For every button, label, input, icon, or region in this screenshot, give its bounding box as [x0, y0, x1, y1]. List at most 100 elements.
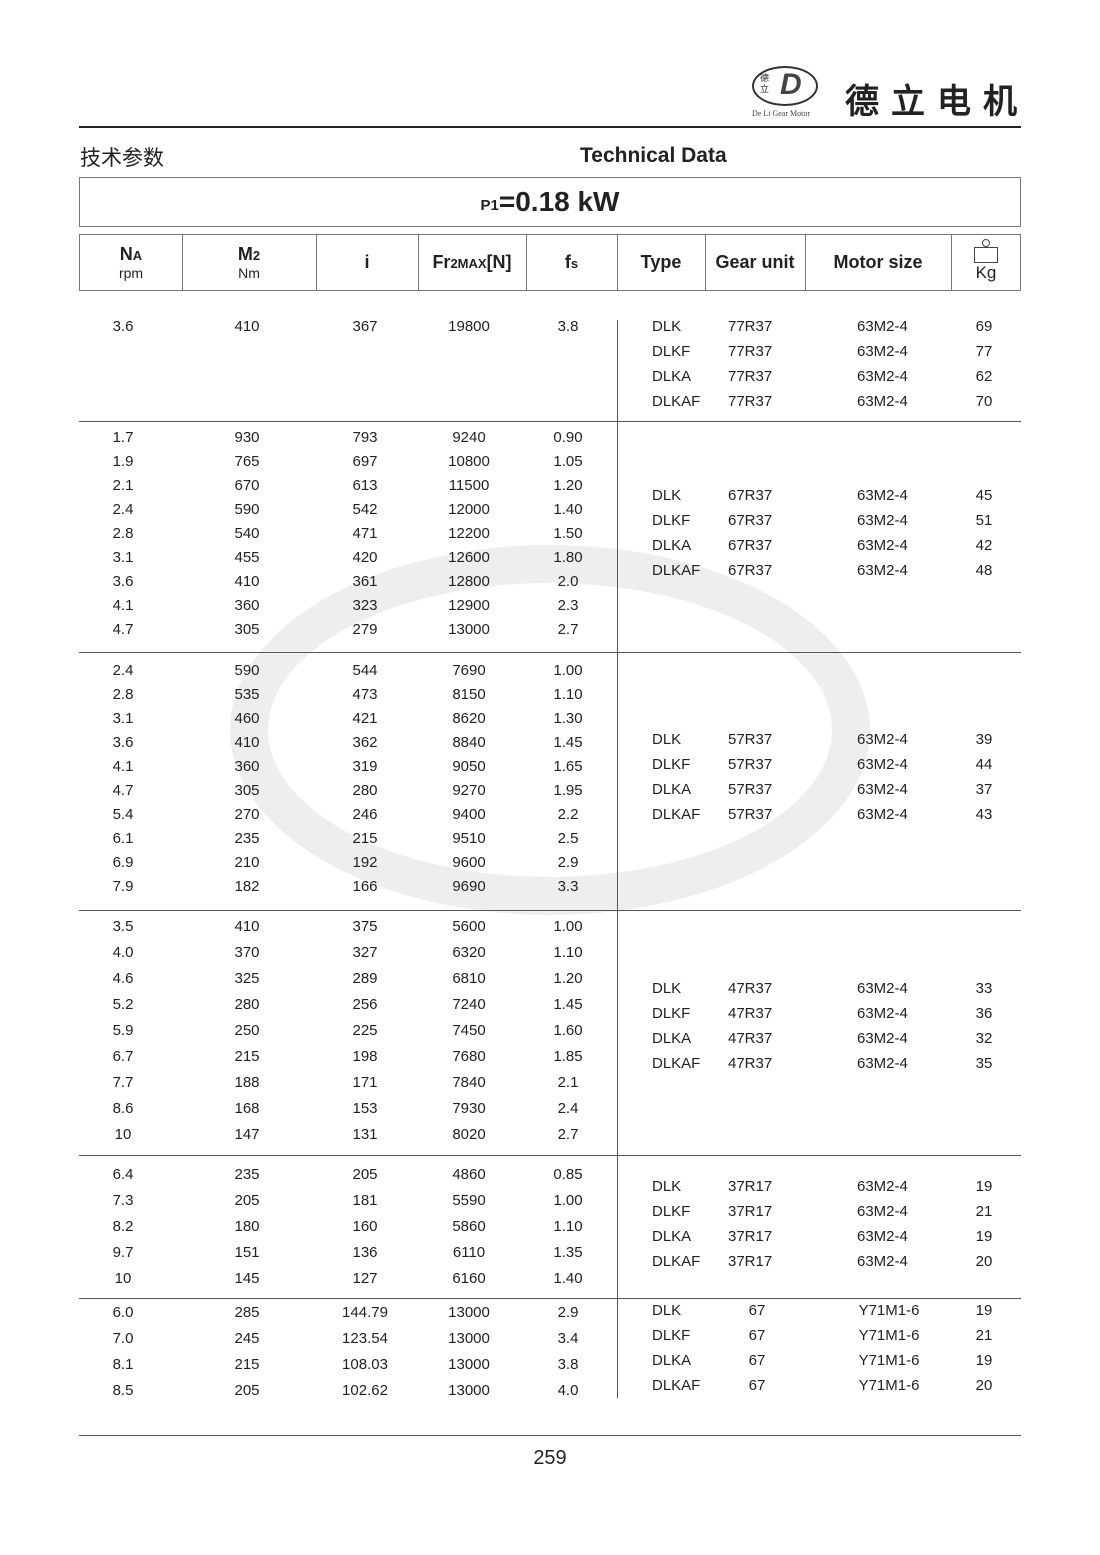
- cell-ratio: 280: [352, 782, 378, 799]
- cell-speed: 6.0: [112, 1304, 134, 1321]
- cell-type: DLK: [652, 318, 682, 335]
- cell-ratio: 166: [352, 878, 378, 895]
- group-separator: [79, 421, 1021, 422]
- cell-speed: 6.1: [112, 830, 134, 847]
- cell-service-factor: 1.35: [553, 1244, 583, 1261]
- cell-speed: 2.8: [112, 686, 134, 703]
- logo-subtext: De Li Gear Motor: [752, 109, 810, 118]
- cell-ratio: 327: [352, 944, 378, 961]
- cell-gear-unit: 67R37: [728, 512, 773, 529]
- cell-radial-load: 7690: [452, 662, 486, 679]
- cell-service-factor: 1.20: [553, 970, 583, 987]
- cell-radial-load: 8620: [452, 710, 486, 727]
- cell-torque: 305: [234, 782, 260, 799]
- cell-torque: 168: [234, 1100, 260, 1117]
- cell-radial-load: 12200: [448, 525, 490, 542]
- col-fs: fs: [526, 235, 618, 290]
- cell-speed: 8.2: [112, 1218, 134, 1235]
- cell-gear-unit: 77R37: [728, 318, 773, 335]
- col-m2: M2 Nm: [182, 235, 317, 290]
- cell-speed: 5.9: [112, 1022, 134, 1039]
- cell-torque: 930: [234, 429, 260, 446]
- cell-ratio: 136: [352, 1244, 378, 1261]
- cell-torque: 145: [234, 1270, 260, 1287]
- cell-speed: 6.4: [112, 1166, 134, 1183]
- cell-service-factor: 1.40: [553, 501, 583, 518]
- cell-motor-size: 63M2-4: [857, 562, 908, 579]
- cell-speed: 8.1: [112, 1356, 134, 1373]
- cell-speed: 8.6: [112, 1100, 134, 1117]
- cell-service-factor: 2.2: [557, 806, 579, 823]
- cell-speed: 4.1: [112, 597, 134, 614]
- cell-torque: 188: [234, 1074, 260, 1091]
- cell-motor-size: Y71M1-6: [858, 1327, 920, 1344]
- logo-letter: D: [780, 68, 802, 101]
- cell-speed: 3.6: [112, 734, 134, 751]
- cell-motor-size: 63M2-4: [857, 1178, 908, 1195]
- cell-type: DLKA: [652, 537, 692, 554]
- cell-weight: 32: [975, 1030, 993, 1047]
- cell-ratio: 192: [352, 854, 378, 871]
- cell-type: DLKF: [652, 756, 691, 773]
- cell-motor-size: 63M2-4: [857, 1228, 908, 1245]
- col-i: i: [316, 235, 419, 290]
- cell-torque: 590: [234, 501, 260, 518]
- cell-service-factor: 1.80: [553, 549, 583, 566]
- cell-radial-load: 12600: [448, 549, 490, 566]
- footer-rule: [79, 1435, 1021, 1436]
- vertical-divider: [617, 320, 618, 1398]
- col-na: NA rpm: [80, 235, 183, 290]
- cell-service-factor: 1.65: [553, 758, 583, 775]
- cell-torque: 210: [234, 854, 260, 871]
- cell-ratio: 613: [352, 477, 378, 494]
- table-header: [79, 234, 1021, 291]
- cell-ratio: 361: [352, 573, 378, 590]
- cell-radial-load: 7930: [452, 1100, 486, 1117]
- cell-type: DLKA: [652, 1228, 692, 1245]
- cell-weight: 19: [975, 1302, 993, 1319]
- cell-radial-load: 12900: [448, 597, 490, 614]
- cell-weight: 21: [975, 1327, 993, 1344]
- cell-torque: 460: [234, 710, 260, 727]
- cell-service-factor: 0.90: [553, 429, 583, 446]
- cell-motor-size: 63M2-4: [857, 1030, 908, 1047]
- cell-gear-unit: 77R37: [728, 368, 773, 385]
- cell-weight: 39: [975, 731, 993, 748]
- cell-weight: 37: [975, 781, 993, 798]
- cell-torque: 410: [234, 318, 260, 335]
- cell-service-factor: 2.9: [557, 1304, 579, 1321]
- cell-ratio: 171: [352, 1074, 378, 1091]
- col-type: Type: [617, 235, 706, 290]
- cell-gear-unit: 67: [748, 1327, 766, 1344]
- cell-speed: 8.5: [112, 1382, 134, 1399]
- cell-service-factor: 1.10: [553, 1218, 583, 1235]
- cell-speed: 7.0: [112, 1330, 134, 1347]
- cell-speed: 3.1: [112, 710, 134, 727]
- cell-torque: 215: [234, 1048, 260, 1065]
- cell-gear-unit: 47R37: [728, 980, 773, 997]
- cell-motor-size: 63M2-4: [857, 1005, 908, 1022]
- cell-radial-load: 19800: [448, 318, 490, 335]
- cell-gear-unit: 67: [748, 1377, 766, 1394]
- cell-motor-size: 63M2-4: [857, 806, 908, 823]
- cell-type: DLKF: [652, 1203, 691, 1220]
- cell-ratio: 279: [352, 621, 378, 638]
- cell-speed: 2.4: [112, 501, 134, 518]
- group-separator: [79, 652, 1021, 653]
- cell-radial-load: 4860: [452, 1166, 486, 1183]
- cell-speed: 4.0: [112, 944, 134, 961]
- cell-speed: 5.2: [112, 996, 134, 1013]
- cell-torque: 205: [234, 1192, 260, 1209]
- cell-type: DLK: [652, 980, 682, 997]
- header-rule: [79, 126, 1021, 128]
- cell-torque: 151: [234, 1244, 260, 1261]
- cell-ratio: 181: [352, 1192, 378, 1209]
- cell-gear-unit: 37R17: [728, 1253, 773, 1270]
- cell-ratio: 375: [352, 918, 378, 935]
- cell-torque: 235: [234, 1166, 260, 1183]
- cell-weight: 21: [975, 1203, 993, 1220]
- cell-ratio: 198: [352, 1048, 378, 1065]
- cell-service-factor: 1.60: [553, 1022, 583, 1039]
- cell-speed: 1.7: [112, 429, 134, 446]
